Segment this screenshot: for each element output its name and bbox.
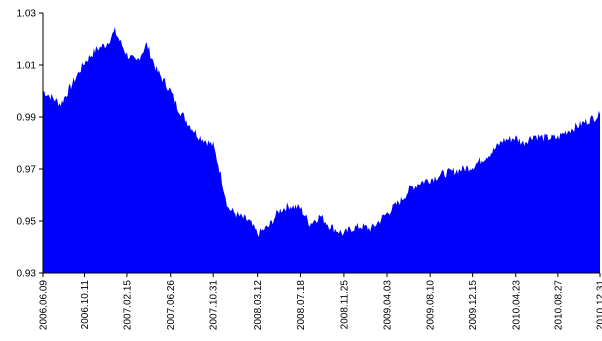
y-tick-label: 0.93: [17, 269, 37, 280]
area-series: [43, 27, 600, 274]
y-tick-label: 0.99: [17, 113, 37, 124]
y-tick-label: 1.01: [17, 61, 37, 72]
x-tick-label: 2007.06.26: [166, 280, 177, 330]
x-tick-label: 2008.07.18: [296, 280, 307, 330]
y-tick-label: 1.03: [17, 9, 37, 20]
plot-area: [43, 27, 600, 274]
x-tick-label: 2006.06.09: [39, 280, 50, 330]
x-tick-label: 2009.04.03: [383, 280, 394, 330]
x-tick-label: 2009.12.15: [468, 280, 479, 330]
x-tick-label: 2010.04.23: [511, 280, 522, 330]
y-tick-label: 0.97: [17, 165, 37, 176]
y-tick-label: 0.95: [17, 217, 37, 228]
x-axis: 2006.06.09 2006.10.11 2007.02.15 2007.06.26…: [39, 272, 602, 330]
x-tick-label: 2007.10.31: [209, 280, 220, 330]
x-tick-label: 2010.12.31: [596, 280, 602, 330]
x-tick-label: 2006.10.11: [80, 280, 91, 330]
x-tick-label: 2008.03.12: [253, 280, 264, 330]
x-tick-label: 2008.11.25: [339, 280, 350, 330]
x-tick-label: 2007.02.15: [122, 280, 133, 330]
x-tick-label: 2009.08.10: [426, 280, 437, 330]
x-tick-label: 2010.08.27: [553, 280, 564, 330]
y-axis: 0.93 0.95 0.97 0.99 1.01 1.03: [17, 9, 44, 280]
